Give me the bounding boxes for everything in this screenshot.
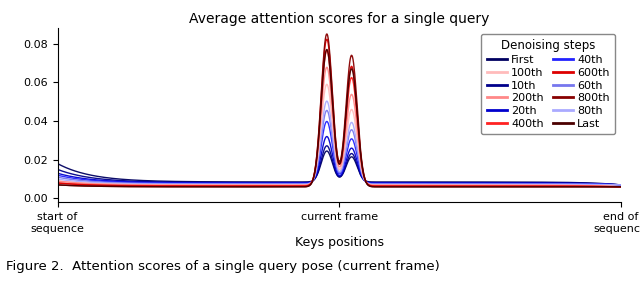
Title: Average attention scores for a single query: Average attention scores for a single qu… bbox=[189, 12, 490, 26]
X-axis label: Keys positions: Keys positions bbox=[294, 236, 384, 250]
Text: Figure 2.  Attention scores of a single query pose (current frame): Figure 2. Attention scores of a single q… bbox=[6, 260, 440, 273]
Legend: First, 100th, 10th, 200th, 20th, 400th, 40th, 600th, 60th, 800th, 80th, Last: First, 100th, 10th, 200th, 20th, 400th, … bbox=[481, 34, 615, 134]
